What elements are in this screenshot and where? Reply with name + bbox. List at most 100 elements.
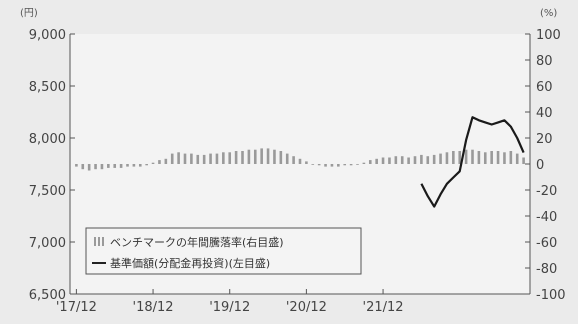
bar <box>260 148 263 164</box>
nav-line <box>420 116 525 208</box>
bar <box>119 164 123 168</box>
bar <box>445 152 449 164</box>
right-tick-label: -20 <box>536 184 557 199</box>
bar <box>183 153 187 164</box>
bar <box>381 157 385 164</box>
bar <box>343 164 347 166</box>
bar <box>107 164 110 168</box>
bar <box>222 152 225 164</box>
bar <box>202 154 206 164</box>
bar <box>420 154 423 164</box>
bar <box>81 164 85 170</box>
bar <box>292 156 295 164</box>
bar <box>375 158 378 164</box>
right-tick-label: -60 <box>536 236 557 251</box>
bar <box>394 156 398 164</box>
bar <box>509 151 513 164</box>
bar <box>241 151 244 164</box>
left-tick-label: 7,500 <box>29 184 66 199</box>
legend-bar-swatch <box>94 237 104 246</box>
left-axis-unit: (円) <box>20 8 38 19</box>
left-tick-label: 9,000 <box>29 28 66 43</box>
right-tick-label: 20 <box>536 132 553 147</box>
bar <box>215 153 219 164</box>
legend-box <box>85 227 362 275</box>
bar <box>432 154 436 164</box>
bar <box>196 154 200 164</box>
right-tick-label: 100 <box>536 28 561 43</box>
bar <box>228 152 232 164</box>
right-axis-unit: (%) <box>540 8 557 19</box>
bar <box>362 162 366 164</box>
left-tick-label: 7,000 <box>29 236 66 251</box>
legend-line-label: 基準価額(分配金再投資)(左目盛) <box>110 256 270 270</box>
bar <box>452 151 455 164</box>
right-tick-label: 0 <box>536 158 544 173</box>
bar <box>100 164 104 170</box>
x-tick-label: '19/12 <box>209 300 250 315</box>
bar <box>496 151 500 164</box>
bar <box>158 160 161 164</box>
bar <box>87 164 91 171</box>
bar <box>132 164 136 167</box>
legend-bar-label: ベンチマークの年間騰落率(右目盛) <box>110 235 284 249</box>
bar-series <box>75 148 525 171</box>
bar <box>126 164 129 167</box>
bar <box>253 149 257 164</box>
bar <box>266 148 270 164</box>
bar <box>337 164 340 167</box>
bar <box>522 157 525 164</box>
right-tick-label: -80 <box>536 262 557 277</box>
x-tick-label: '20/12 <box>286 300 327 315</box>
bar <box>503 152 506 164</box>
right-tick-label: -40 <box>536 210 557 225</box>
legend: ベンチマークの年間騰落率(右目盛) 基準価額(分配金再投資)(左目盛) <box>85 227 362 275</box>
bar <box>273 149 276 164</box>
bar <box>324 164 327 167</box>
left-tick-label: 8,000 <box>29 132 66 147</box>
bar <box>483 152 487 164</box>
right-tick-label: 60 <box>536 80 553 95</box>
x-tick-label: '18/12 <box>133 300 174 315</box>
bar <box>75 164 78 167</box>
line-series <box>420 116 525 208</box>
bar <box>113 164 117 168</box>
bar <box>177 152 180 164</box>
bar <box>170 153 174 164</box>
bar <box>356 164 359 165</box>
bar <box>368 160 372 164</box>
x-axis-ticks: '17/12 '18/12 '19/12 '20/12 '21/12 <box>56 289 404 315</box>
bar <box>138 164 142 167</box>
bar <box>439 153 442 164</box>
bar <box>349 164 353 166</box>
bar <box>317 164 321 166</box>
right-axis-ticks: -100 -80 -60 -40 -20 0 20 40 60 80 100 <box>525 28 566 303</box>
left-tick-label: 8,500 <box>29 80 66 95</box>
bar <box>285 153 289 164</box>
x-tick-label: '17/12 <box>56 300 97 315</box>
bar <box>234 151 238 164</box>
bar <box>426 156 430 164</box>
right-tick-label: -100 <box>536 288 566 303</box>
x-tick-label: '21/12 <box>363 300 404 315</box>
bar <box>305 161 308 164</box>
right-tick-label: 40 <box>536 106 553 121</box>
bar <box>330 164 334 167</box>
bar <box>464 149 468 164</box>
bar <box>94 164 97 170</box>
right-tick-label: 80 <box>536 54 553 69</box>
bar <box>311 164 315 165</box>
bar <box>279 151 283 164</box>
left-axis-ticks: 6,500 7,000 7,500 8,000 8,500 9,000 <box>29 28 75 303</box>
bar <box>298 158 302 164</box>
bar <box>164 158 168 164</box>
bar <box>145 164 148 166</box>
left-tick-label: 6,500 <box>29 288 66 303</box>
bar <box>458 151 462 164</box>
bar <box>388 157 391 164</box>
bar <box>477 151 481 164</box>
bar <box>400 156 404 164</box>
bar <box>515 153 519 164</box>
bar <box>190 153 193 164</box>
